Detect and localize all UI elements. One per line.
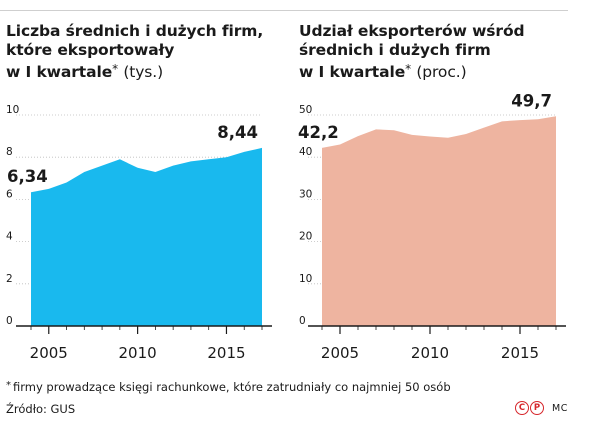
y-tick-label: 40 [299, 146, 312, 158]
x-tick-label: 2005 [30, 344, 68, 362]
title-line-1: Liczba średnich i dużych firm, [6, 22, 264, 40]
footnote-star: * [6, 380, 11, 391]
title-line-3: w I kwartale [299, 63, 406, 81]
footnote-text: firmy prowadzące księgi rachunkowe, któr… [13, 380, 451, 394]
companies-area-series [31, 147, 262, 326]
source: Źródło: GUS [6, 402, 76, 416]
y-tick-label: 0 [6, 315, 13, 327]
chart-title: Liczba średnich i dużych firm, które eks… [6, 22, 276, 82]
data-label: 49,7 [511, 91, 552, 110]
data-label: 6,34 [7, 167, 48, 186]
y-tick-label: 20 [299, 231, 312, 243]
share-area-series [322, 116, 556, 327]
credits: C P MC [515, 401, 568, 415]
y-tick-label: 0 [299, 315, 306, 327]
y-tick-label: 10 [299, 273, 312, 285]
title-line-3: w I kwartale [6, 63, 113, 81]
data-label: 42,2 [298, 123, 339, 142]
title-line-1: Udział eksporterów wśród [299, 22, 525, 40]
title-unit: (tys.) [123, 63, 164, 81]
y-tick-label: 30 [299, 188, 312, 200]
y-tick-label: 2 [6, 273, 13, 285]
copyright-icon: C [515, 401, 529, 415]
y-tick-label: 8 [6, 146, 13, 158]
companies-area-chart: 0 2 4 6 8 10 2005 2010 2015 6,34 8,44 [6, 104, 272, 362]
y-tick-label: 10 [6, 104, 19, 116]
share-area-chart: 0 10 20 30 40 50 2005 2010 2015 42,2 49,7 [298, 91, 566, 362]
title-star: * [112, 62, 119, 76]
author-initials: MC [552, 402, 568, 414]
chart-title: Udział eksporterów wśród średnich i duży… [299, 22, 569, 82]
title-line-2: średnich i dużych firm [299, 41, 491, 59]
chart-panel-companies: Liczba średnich i dużych firm, które eks… [6, 22, 276, 82]
title-star: * [405, 62, 412, 76]
top-rule [0, 10, 568, 11]
x-tick-label: 2015 [207, 344, 245, 362]
title-unit: (proc.) [416, 63, 467, 81]
y-tick-label: 6 [6, 188, 13, 200]
x-tick-label: 2005 [321, 344, 359, 362]
x-tick-label: 2010 [411, 344, 449, 362]
data-label: 8,44 [217, 123, 258, 142]
y-tick-label: 4 [6, 231, 13, 243]
x-tick-label: 2010 [119, 344, 157, 362]
title-line-2: które eksportowały [6, 41, 175, 59]
x-tick-label: 2015 [501, 344, 539, 362]
chart-panel-share: Udział eksporterów wśród średnich i duży… [299, 22, 569, 82]
footnote: * firmy prowadzące księgi rachunkowe, któ… [6, 380, 451, 394]
y-tick-label: 50 [299, 104, 312, 116]
p-mark-icon: P [530, 401, 544, 415]
